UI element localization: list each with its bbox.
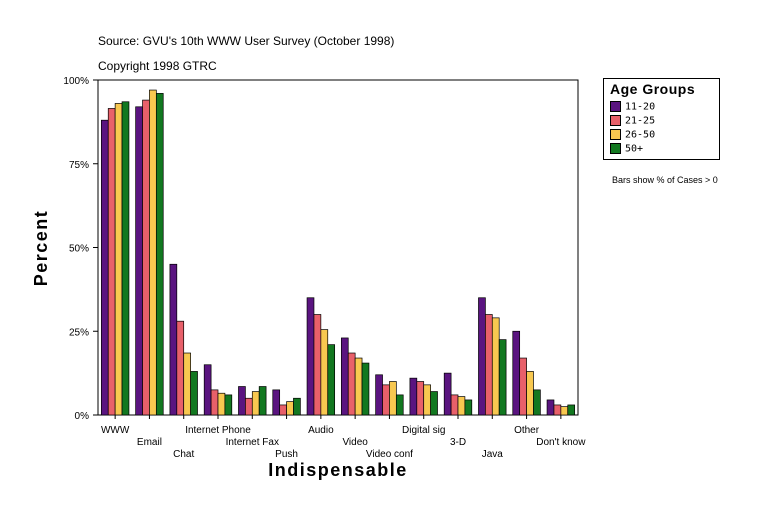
bar (107, 108, 116, 416)
legend-label: 11-20 (625, 101, 656, 113)
bar (409, 377, 418, 416)
bar (546, 399, 555, 416)
bar (478, 297, 486, 416)
bar (142, 99, 150, 416)
bar (457, 396, 466, 416)
bar (327, 344, 336, 416)
chart-note: Bars show % of Cases > 0 (612, 175, 718, 185)
bar (464, 399, 473, 416)
x-tick-label: Digital sig (402, 425, 445, 436)
bar (354, 357, 363, 416)
legend-label: 26-50 (625, 129, 656, 141)
bar (567, 404, 576, 416)
bar (183, 352, 191, 416)
bar (286, 401, 294, 416)
bar (375, 374, 383, 416)
x-tick-label: Chat (173, 449, 194, 460)
x-tick-label: Internet Phone (185, 425, 251, 436)
x-tick-label: Java (482, 449, 504, 460)
x-axis-title: Indispensable (268, 460, 408, 480)
bar (443, 372, 452, 416)
bar (553, 404, 562, 416)
legend-swatch (610, 115, 621, 126)
x-tick-label: 3-D (450, 437, 466, 448)
bar (361, 362, 370, 416)
x-tick-label: Video (342, 437, 368, 448)
legend-item: 21-25 (610, 115, 655, 128)
legend-swatch (610, 129, 621, 140)
chart-copyright: Copyright 1998 GTRC (98, 59, 217, 73)
bar (149, 89, 157, 416)
bar (498, 339, 507, 416)
bar (169, 263, 178, 416)
bar (320, 329, 329, 416)
bar (340, 337, 349, 416)
x-tick-label: Video conf (366, 449, 413, 460)
x-tick-label: Don't know (536, 437, 586, 448)
legend-item: 50+ (610, 143, 643, 156)
bar (210, 389, 219, 416)
legend-label: 50+ (625, 143, 644, 155)
x-tick-label: Internet Fax (226, 437, 279, 448)
bar (135, 106, 143, 416)
bar (279, 404, 287, 416)
x-tick-label: Other (514, 425, 540, 436)
bar (485, 314, 493, 416)
bar (238, 386, 246, 416)
x-tick-label: Email (137, 437, 162, 448)
bar (121, 101, 130, 416)
y-tick-label: 100% (63, 76, 89, 87)
bar (382, 384, 390, 416)
y-tick-label: 75% (69, 160, 89, 171)
y-tick-label: 25% (69, 327, 89, 338)
bar (293, 397, 301, 416)
y-axis-title: Percent (31, 210, 51, 287)
bar (491, 317, 500, 416)
bar (512, 330, 521, 416)
bar (217, 392, 226, 416)
y-tick-label: 0% (75, 411, 90, 422)
legend-title: Age Groups (610, 81, 696, 97)
bar (272, 389, 281, 416)
bar (389, 381, 397, 416)
bar (251, 391, 260, 416)
bar (519, 357, 527, 416)
bar (306, 297, 315, 416)
bar (313, 314, 322, 416)
y-tick-label: 50% (69, 244, 89, 255)
x-tick-label: Push (275, 449, 298, 460)
x-tick-label: Audio (308, 425, 334, 436)
bar (450, 394, 459, 416)
bar (203, 364, 212, 416)
bar (258, 386, 267, 416)
legend-label: 21-25 (625, 115, 656, 127)
bar (560, 406, 569, 416)
bar (416, 381, 425, 416)
bar (155, 93, 164, 416)
bar (526, 371, 534, 416)
bar (224, 394, 233, 416)
bar (100, 119, 109, 416)
bar (430, 391, 438, 416)
bar (347, 352, 356, 416)
x-tick-label: WWW (101, 425, 130, 436)
legend: Age Groups 11-20 21-25 26-50 50+ (603, 78, 720, 160)
legend-swatch (610, 101, 621, 112)
bar (533, 389, 541, 416)
legend-swatch (610, 143, 621, 154)
bar (114, 103, 123, 416)
bar (190, 371, 198, 416)
bar (395, 394, 404, 416)
bar (176, 320, 185, 416)
bar (245, 397, 253, 416)
chart-source: Source: GVU's 10th WWW User Survey (Octo… (98, 34, 395, 48)
legend-item: 26-50 (610, 129, 655, 142)
legend-item: 11-20 (610, 101, 655, 114)
bar (423, 384, 431, 416)
